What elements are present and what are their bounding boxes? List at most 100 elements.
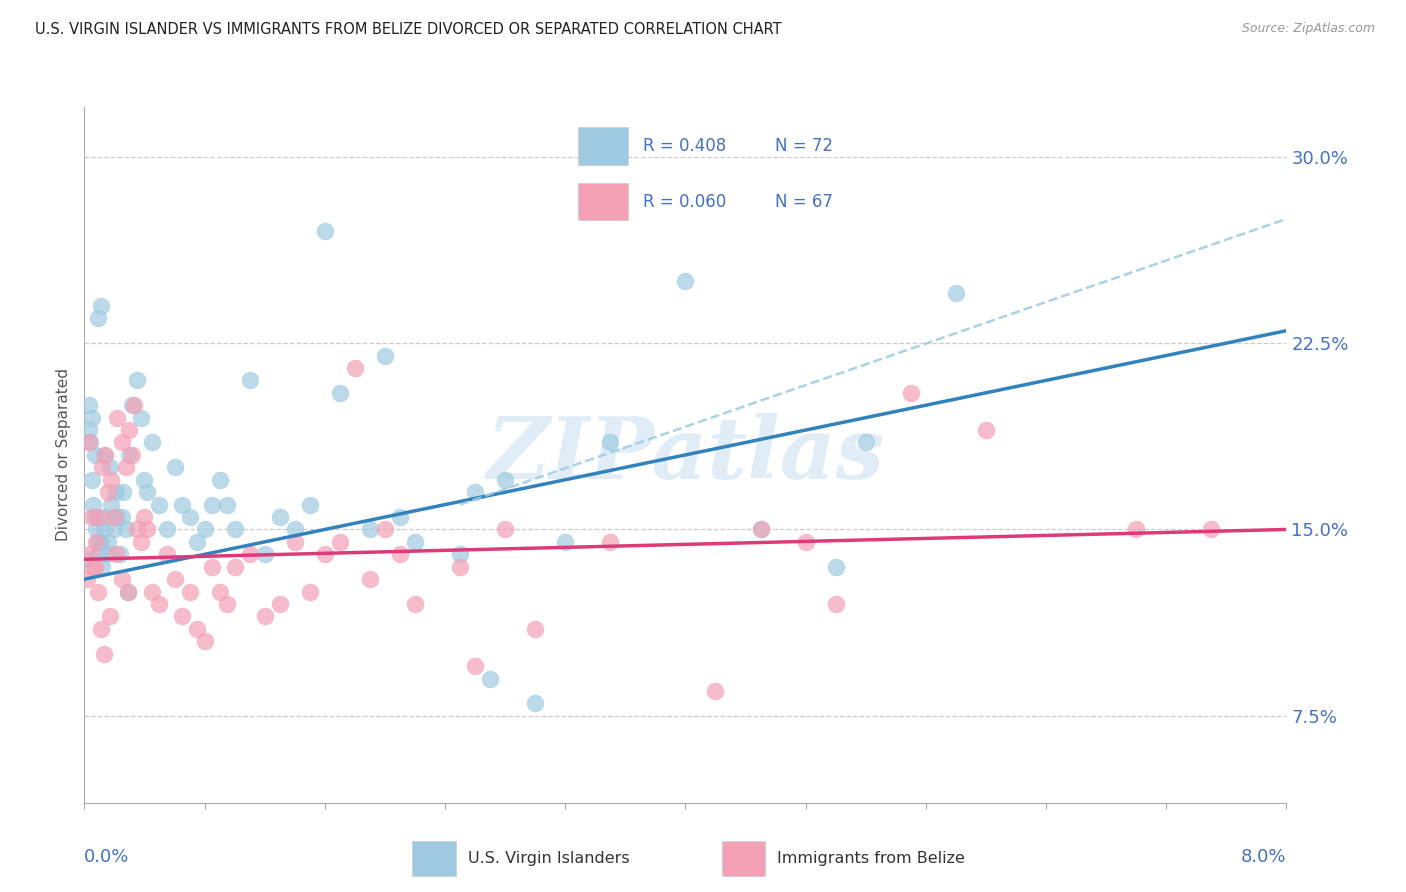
Point bbox=[115, 523, 138, 537]
Point bbox=[329, 535, 352, 549]
Point bbox=[87, 584, 110, 599]
Point bbox=[80, 410, 103, 425]
Point bbox=[122, 398, 145, 412]
Point bbox=[111, 572, 134, 586]
Point bbox=[117, 584, 139, 599]
Point bbox=[179, 510, 201, 524]
Point bbox=[110, 547, 132, 561]
Point bbox=[388, 547, 411, 561]
Point bbox=[194, 634, 217, 648]
Point bbox=[675, 274, 697, 288]
Point bbox=[253, 547, 276, 561]
Point bbox=[599, 435, 621, 450]
Point bbox=[404, 597, 426, 611]
Point bbox=[98, 609, 121, 624]
Point bbox=[524, 697, 547, 711]
Point bbox=[94, 448, 117, 462]
Point bbox=[388, 510, 411, 524]
Y-axis label: Divorced or Separated: Divorced or Separated bbox=[56, 368, 72, 541]
Point bbox=[224, 559, 246, 574]
Point bbox=[599, 535, 621, 549]
Point bbox=[121, 398, 143, 412]
Point bbox=[208, 473, 231, 487]
Point bbox=[89, 510, 111, 524]
Point bbox=[107, 510, 129, 524]
Point bbox=[136, 523, 159, 537]
Point bbox=[824, 559, 846, 574]
Point bbox=[314, 547, 336, 561]
Point bbox=[900, 385, 922, 400]
Point bbox=[217, 597, 239, 611]
Point bbox=[98, 460, 121, 475]
Point bbox=[554, 535, 576, 549]
Point bbox=[494, 473, 516, 487]
Point bbox=[91, 460, 114, 475]
Point bbox=[974, 423, 997, 437]
Point bbox=[77, 435, 100, 450]
Point bbox=[117, 584, 139, 599]
Point bbox=[945, 286, 967, 301]
Point bbox=[359, 572, 381, 586]
Point bbox=[77, 398, 100, 412]
Bar bbox=[412, 841, 456, 876]
Point bbox=[125, 373, 148, 387]
Point bbox=[224, 523, 246, 537]
Bar bbox=[721, 841, 765, 876]
Point bbox=[94, 510, 117, 524]
Point bbox=[97, 535, 120, 549]
Point bbox=[83, 559, 105, 574]
Point bbox=[163, 572, 186, 586]
Point bbox=[103, 523, 125, 537]
Point bbox=[855, 435, 877, 450]
Point bbox=[103, 510, 125, 524]
Point bbox=[217, 498, 239, 512]
Point bbox=[170, 609, 193, 624]
Point bbox=[156, 547, 179, 561]
Text: Immigrants from Belize: Immigrants from Belize bbox=[778, 851, 965, 866]
Point bbox=[93, 523, 115, 537]
Point bbox=[79, 435, 101, 450]
Point bbox=[87, 311, 110, 326]
Point bbox=[464, 485, 486, 500]
Point bbox=[104, 547, 127, 561]
Text: 0.0%: 0.0% bbox=[84, 848, 129, 866]
Point bbox=[83, 510, 105, 524]
Point bbox=[794, 535, 817, 549]
Point bbox=[186, 535, 208, 549]
Point bbox=[91, 559, 114, 574]
Point bbox=[524, 622, 547, 636]
Point bbox=[141, 584, 163, 599]
Point bbox=[1125, 523, 1147, 537]
Point bbox=[134, 510, 156, 524]
Point bbox=[449, 559, 471, 574]
Point bbox=[464, 659, 486, 673]
Point bbox=[1201, 523, 1223, 537]
Point bbox=[163, 460, 186, 475]
Point bbox=[479, 672, 502, 686]
Point bbox=[404, 535, 426, 549]
Point bbox=[494, 523, 516, 537]
Point bbox=[86, 535, 108, 549]
Point bbox=[80, 473, 103, 487]
Point bbox=[76, 572, 98, 586]
Text: ZIPatlas: ZIPatlas bbox=[486, 413, 884, 497]
Point bbox=[136, 485, 159, 500]
Point bbox=[125, 523, 148, 537]
Point bbox=[239, 547, 262, 561]
Point bbox=[90, 622, 112, 636]
Point bbox=[111, 435, 134, 450]
Point bbox=[76, 552, 98, 566]
Point bbox=[118, 423, 141, 437]
Point bbox=[284, 523, 307, 537]
Point bbox=[201, 559, 224, 574]
Point bbox=[253, 609, 276, 624]
Point bbox=[97, 485, 120, 500]
Point bbox=[186, 622, 208, 636]
Point bbox=[134, 473, 156, 487]
Point bbox=[87, 535, 110, 549]
Point bbox=[449, 547, 471, 561]
Point bbox=[704, 684, 727, 698]
Text: U.S. VIRGIN ISLANDER VS IMMIGRANTS FROM BELIZE DIVORCED OR SEPARATED CORRELATION: U.S. VIRGIN ISLANDER VS IMMIGRANTS FROM … bbox=[35, 22, 782, 37]
Point bbox=[107, 410, 129, 425]
Point bbox=[82, 559, 104, 574]
